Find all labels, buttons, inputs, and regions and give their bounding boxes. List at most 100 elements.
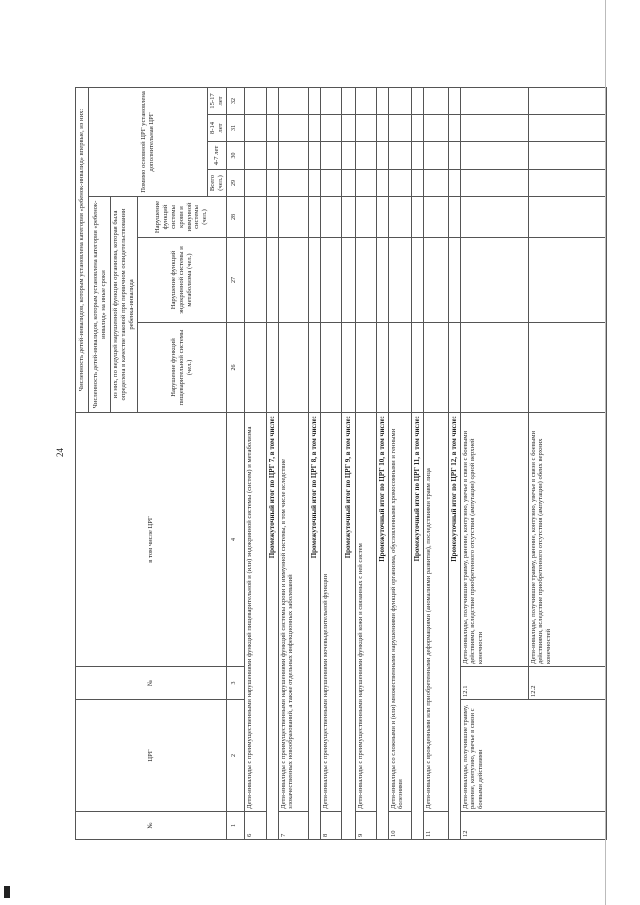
empty-cell <box>308 322 321 413</box>
empty-cell <box>244 87 267 115</box>
empty-cell <box>355 114 377 142</box>
empty-cell <box>320 141 342 170</box>
empty-cell <box>278 87 309 115</box>
empty-cell <box>448 114 461 142</box>
empty-cell <box>423 322 449 413</box>
row-text: Дети-инвалиды с преимущественными наруше… <box>278 412 309 812</box>
empty-cell <box>388 196 412 238</box>
empty-cell <box>528 322 607 413</box>
row-num: 10 <box>388 811 412 840</box>
empty-cell <box>388 237 412 323</box>
empty-cell <box>528 169 607 197</box>
header-first-time: Численность детей-инвалидов, которым уст… <box>75 87 89 413</box>
row-sub-num: 12.1 <box>460 666 529 700</box>
empty-cell <box>266 87 279 115</box>
column-number: 29 <box>226 169 245 197</box>
empty-cell <box>355 322 377 413</box>
column-number: 31 <box>226 114 245 142</box>
header-crg: ЦРГ <box>75 699 227 812</box>
column-number: 1 <box>226 811 245 840</box>
empty-cell <box>448 141 461 170</box>
column-number: 27 <box>226 237 245 323</box>
empty-cell <box>266 114 279 142</box>
scan-mark <box>4 886 10 898</box>
empty-cell <box>266 322 279 413</box>
empty-cell <box>411 237 424 323</box>
empty-cell <box>266 141 279 170</box>
empty-cell <box>448 237 461 323</box>
table-row: 7 Дети-инвалиды с преимущественными нару… <box>278 87 309 840</box>
header-num: № <box>75 811 227 840</box>
empty-cell <box>341 322 356 413</box>
row-text: Дети-инвалиды с преимущественными наруше… <box>355 412 377 812</box>
empty-cell <box>320 169 342 197</box>
empty-cell <box>411 169 424 197</box>
empty-cell <box>460 322 529 413</box>
subtotal-label: Промежуточный итог по ЦРГ 12, в том числ… <box>448 412 461 840</box>
empty-cell <box>320 237 342 323</box>
empty-cell <box>423 114 449 142</box>
empty-cell <box>448 87 461 115</box>
empty-cell <box>244 114 267 142</box>
empty-cell <box>355 196 377 238</box>
empty-cell <box>423 169 449 197</box>
empty-cell <box>355 141 377 170</box>
row-sub-num: 12.2 <box>528 666 607 700</box>
empty-cell <box>411 87 424 115</box>
empty-cell <box>423 237 449 323</box>
row-num: 11 <box>423 811 449 840</box>
empty-cell <box>308 237 321 323</box>
empty-cell <box>308 196 321 238</box>
empty-cell <box>376 87 389 115</box>
empty-cell <box>460 141 529 170</box>
row-text: Дети-инвалиды, получившие травму, ранени… <box>460 412 529 667</box>
empty-cell <box>388 141 412 170</box>
empty-cell <box>320 196 342 238</box>
header-age-15-17: 15-17 лет <box>207 87 227 115</box>
empty-cell <box>341 87 356 115</box>
empty-cell <box>244 196 267 238</box>
subtotal-label: Промежуточный итог по ЦРГ 9, в том числе… <box>341 412 356 840</box>
empty-cell <box>244 169 267 197</box>
header-num-sub: № <box>75 666 227 700</box>
empty-cell <box>376 169 389 197</box>
column-number: 2 <box>226 699 245 812</box>
table-row: 11 Дети-инвалиды с врожденными или приоб… <box>423 87 449 840</box>
header-leading-function: из них, по ведущей нарушенной функции ор… <box>110 196 138 413</box>
empty-cell <box>388 169 412 197</box>
header-blood: Нарушение функций системы крови и иммунн… <box>137 196 227 238</box>
column-number: 28 <box>226 196 245 238</box>
header-digestive: Нарушение функций пищеварительной систем… <box>137 322 227 413</box>
empty-cell <box>355 237 377 323</box>
empty-cell <box>341 237 356 323</box>
row-num: 8 <box>320 811 342 840</box>
empty-cell <box>376 141 389 170</box>
header-age-4-7: 4-7 лет <box>207 141 227 170</box>
row-num: 9 <box>355 811 377 840</box>
row-text: Дети-инвалиды, получившие травму, ранени… <box>528 412 607 667</box>
header-other-terms: Численность детей-инвалидов, которым уст… <box>88 196 111 413</box>
empty-cell <box>278 322 309 413</box>
empty-cell <box>278 114 309 142</box>
row-num: 12 <box>460 811 607 840</box>
row-num: 6 <box>244 811 267 840</box>
empty-cell <box>308 169 321 197</box>
row-text: Дети-инвалиды с врожденными или приобрет… <box>423 412 449 812</box>
empty-cell <box>341 141 356 170</box>
empty-cell <box>355 87 377 115</box>
row-text: Дети-инвалиды со сложными и (или) множес… <box>388 412 412 812</box>
statistics-table: № ЦРГ № в том числе ЦРГ Численность дете… <box>75 87 607 840</box>
header-total: Всего (чел.) <box>207 169 227 197</box>
empty-cell <box>460 196 529 238</box>
column-number: 30 <box>226 141 245 170</box>
row-text: Дети-инвалиды с преимущественными наруше… <box>320 412 342 812</box>
row-num: 7 <box>278 811 309 840</box>
empty-cell <box>448 196 461 238</box>
empty-cell <box>341 196 356 238</box>
empty-cell <box>341 169 356 197</box>
empty-cell <box>278 141 309 170</box>
page-number: 24 <box>55 448 65 457</box>
empty-cell <box>278 169 309 197</box>
empty-cell <box>411 196 424 238</box>
